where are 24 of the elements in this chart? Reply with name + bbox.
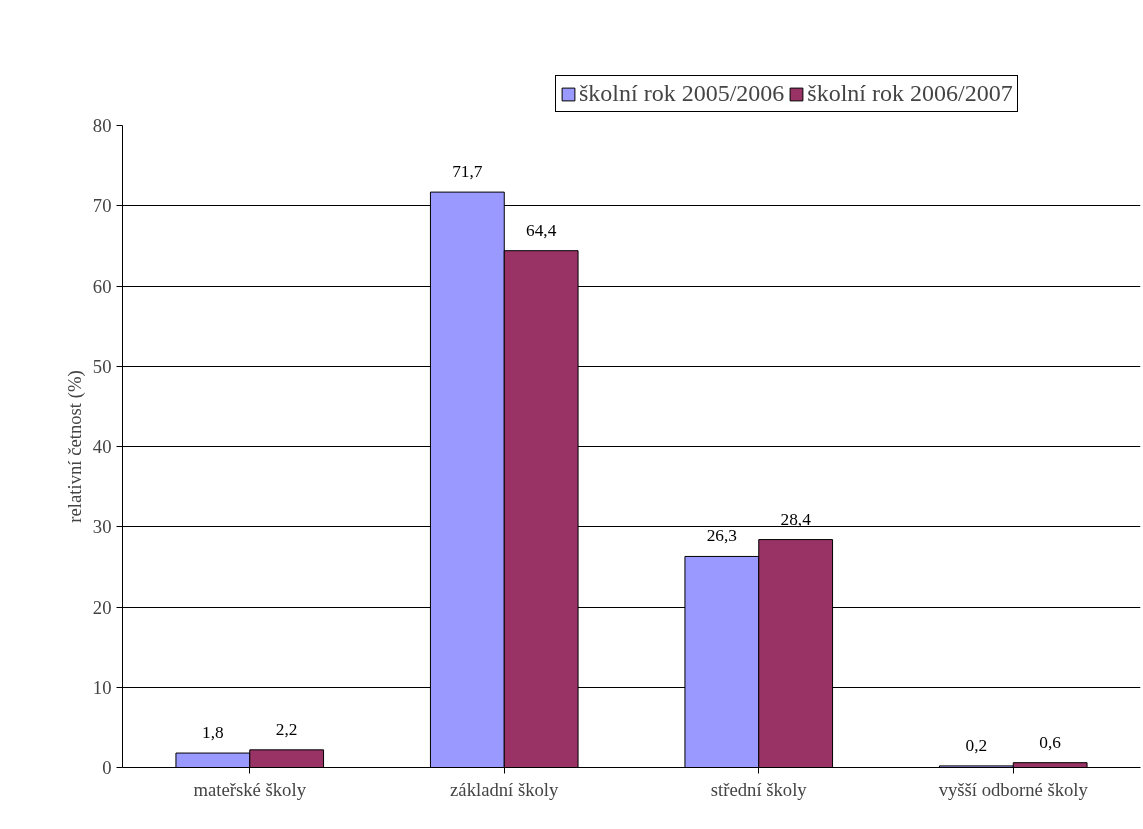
y-tick-label: 0	[102, 757, 112, 778]
y-tick-label: 60	[92, 275, 112, 297]
x-tick-label: základní školy	[450, 778, 560, 800]
y-tick-label: 40	[92, 436, 112, 457]
y-tick-label: 50	[92, 355, 112, 377]
x-tick-label: vyšší odborné školy	[938, 778, 1089, 800]
data-label: 0,2	[965, 735, 988, 755]
data-label: 0,6	[1039, 732, 1062, 752]
y-tick-label: 80	[92, 115, 112, 136]
data-label: 26,3	[706, 526, 738, 546]
y-tick-label: 30	[92, 516, 112, 538]
data-label: 28,4	[780, 509, 812, 529]
data-label: 71,7	[452, 162, 483, 182]
data-label: 1,8	[202, 723, 224, 743]
x-tick-label: mateřské školy	[193, 778, 307, 800]
y-tick-label: 70	[92, 195, 112, 217]
data-label: 64,4	[525, 220, 557, 240]
legend-label: školní rok 2005/2006	[579, 80, 785, 107]
y-axis-title: relativní četnost (%)	[63, 370, 86, 523]
x-tick-label: střední školy	[710, 778, 808, 800]
y-tick-label: 10	[92, 676, 112, 698]
data-label: 2,2	[275, 719, 298, 739]
legend-label: školní rok 2006/2007	[807, 80, 1013, 107]
y-tick-label: 20	[92, 596, 112, 618]
